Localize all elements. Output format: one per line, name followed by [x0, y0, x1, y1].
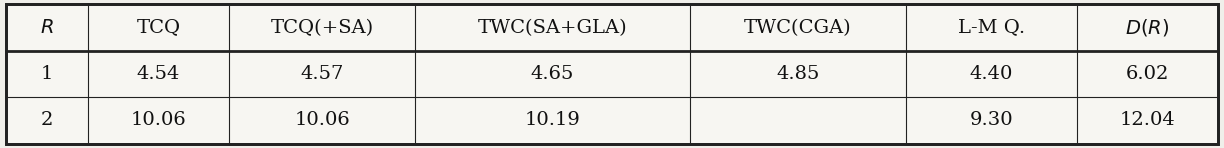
- Text: TCQ: TCQ: [136, 19, 181, 37]
- Text: TWC(SA+GLA): TWC(SA+GLA): [477, 19, 628, 37]
- Text: 9.30: 9.30: [969, 111, 1013, 129]
- Text: 4.65: 4.65: [531, 65, 574, 83]
- Text: L-M Q.: L-M Q.: [957, 19, 1024, 37]
- Text: $R$: $R$: [40, 19, 54, 37]
- Text: TWC(CGA): TWC(CGA): [744, 19, 852, 37]
- Text: 6.02: 6.02: [1126, 65, 1169, 83]
- Text: 4.40: 4.40: [969, 65, 1012, 83]
- Text: 12.04: 12.04: [1120, 111, 1175, 129]
- Text: 4.57: 4.57: [300, 65, 344, 83]
- Text: 4.54: 4.54: [137, 65, 180, 83]
- Text: 2: 2: [40, 111, 53, 129]
- Text: 1: 1: [40, 65, 53, 83]
- Text: 10.06: 10.06: [294, 111, 350, 129]
- Text: $D(R)$: $D(R)$: [1125, 17, 1169, 38]
- Text: 4.85: 4.85: [776, 65, 820, 83]
- Text: 10.19: 10.19: [525, 111, 580, 129]
- Text: 10.06: 10.06: [131, 111, 186, 129]
- Text: TCQ(+SA): TCQ(+SA): [271, 19, 373, 37]
